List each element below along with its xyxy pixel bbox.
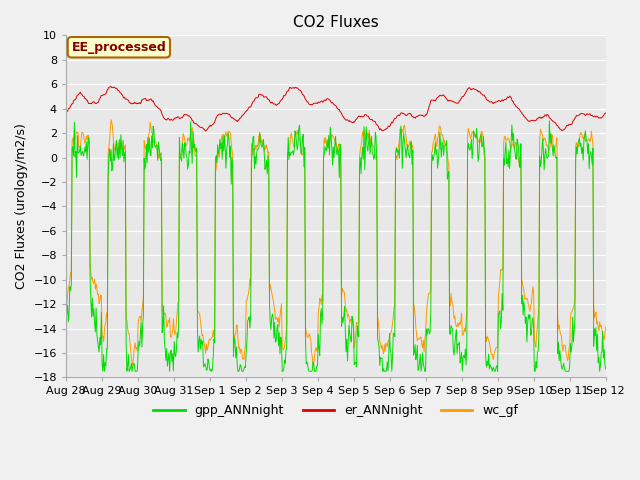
gpp_ANNnight bbox=[72, 149, 79, 155]
er_ANNnight bbox=[419, 112, 426, 118]
er_ANNnight bbox=[108, 84, 115, 89]
er_ANNnight bbox=[72, 96, 79, 102]
wc_gf bbox=[309, 362, 317, 368]
Title: CO2 Fluxes: CO2 Fluxes bbox=[293, 15, 379, 30]
er_ANNnight bbox=[62, 108, 70, 113]
wc_gf bbox=[183, 142, 191, 148]
gpp_ANNnight bbox=[402, 155, 410, 161]
er_ANNnight bbox=[212, 115, 220, 120]
Text: EE_processed: EE_processed bbox=[72, 41, 166, 54]
wc_gf bbox=[72, 131, 79, 136]
Legend: gpp_ANNnight, er_ANNnight, wc_gf: gpp_ANNnight, er_ANNnight, wc_gf bbox=[148, 399, 524, 422]
gpp_ANNnight bbox=[128, 369, 136, 374]
er_ANNnight bbox=[128, 100, 136, 106]
gpp_ANNnight bbox=[99, 369, 107, 374]
er_ANNnight bbox=[602, 110, 609, 116]
gpp_ANNnight bbox=[212, 156, 220, 162]
er_ANNnight bbox=[202, 128, 209, 134]
wc_gf bbox=[128, 362, 136, 368]
gpp_ANNnight bbox=[183, 155, 191, 160]
wc_gf bbox=[602, 324, 609, 330]
Line: er_ANNnight: er_ANNnight bbox=[66, 86, 605, 131]
Line: gpp_ANNnight: gpp_ANNnight bbox=[66, 121, 605, 372]
Y-axis label: CO2 Fluxes (urology/m2/s): CO2 Fluxes (urology/m2/s) bbox=[15, 123, 28, 289]
gpp_ANNnight bbox=[62, 315, 70, 321]
wc_gf bbox=[212, 170, 220, 176]
wc_gf bbox=[62, 303, 70, 309]
wc_gf bbox=[419, 345, 426, 351]
gpp_ANNnight bbox=[545, 118, 553, 124]
gpp_ANNnight bbox=[602, 366, 609, 372]
wc_gf bbox=[403, 142, 411, 148]
er_ANNnight bbox=[403, 113, 411, 119]
er_ANNnight bbox=[183, 112, 191, 118]
Line: wc_gf: wc_gf bbox=[66, 120, 605, 365]
gpp_ANNnight bbox=[418, 363, 426, 369]
wc_gf bbox=[108, 117, 115, 123]
